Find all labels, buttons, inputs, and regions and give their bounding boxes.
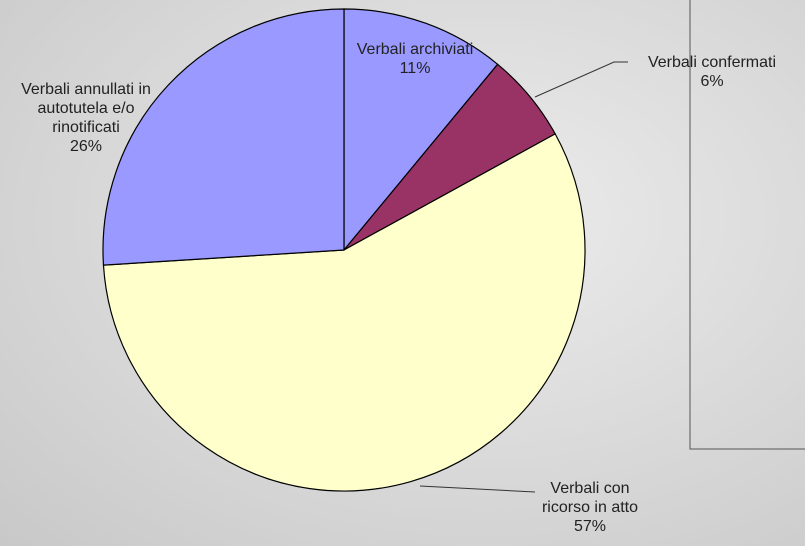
category-name: Verbali con ricorso in atto: [541, 480, 639, 516]
slice-label: Verbali annullati in autotutela e/o rino…: [6, 80, 166, 156]
leader-line: [534, 61, 628, 98]
pie-slice: [102, 133, 586, 492]
pie-slice: [343, 8, 499, 252]
value-label: 11%: [399, 60, 431, 77]
category-name: Verbali annullati in autotutela e/o rino…: [21, 81, 151, 136]
slice-label: Verbali confermati 6%: [627, 53, 797, 91]
value-label: 6%: [700, 73, 724, 90]
category-name: Verbali confermati: [647, 54, 777, 71]
pie-slice: [102, 8, 345, 266]
panel-border: [689, 0, 805, 450]
slice-label: Verbali con ricorso in atto 57%: [525, 479, 655, 536]
value-label: 57%: [573, 518, 607, 535]
value-label: 26%: [69, 138, 103, 155]
category-name: Verbali archiviati: [356, 41, 474, 58]
slice-label: Verbali archiviati 11%: [330, 40, 500, 78]
leader-line: [419, 485, 536, 493]
